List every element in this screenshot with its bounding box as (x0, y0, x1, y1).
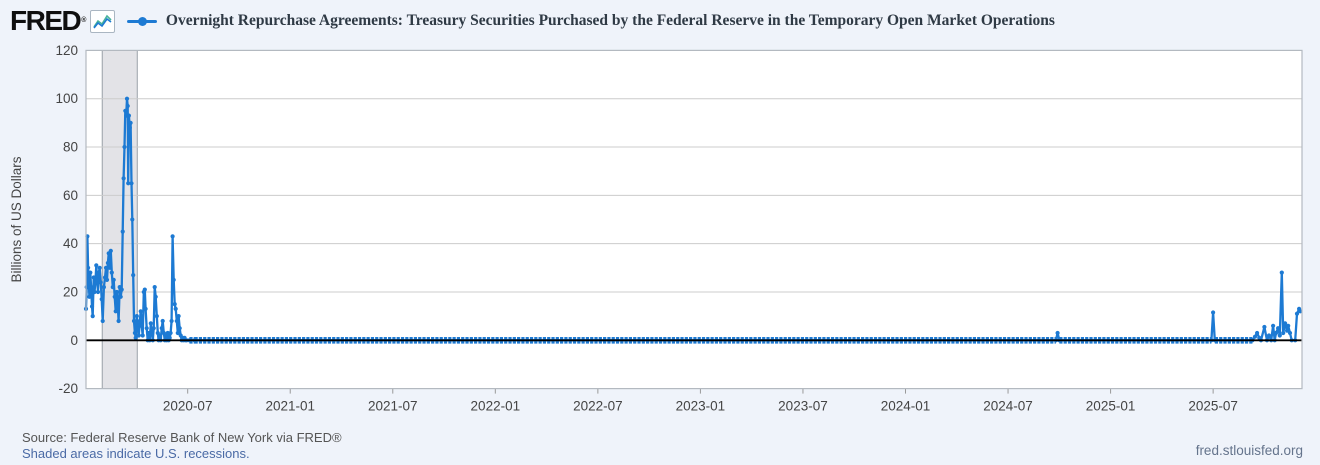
legend-dot-icon (137, 16, 147, 26)
chart-title: Overnight Repurchase Agreements: Treasur… (165, 12, 1055, 29)
series-legend-marker[interactable] (126, 16, 157, 26)
fred-logo-text: FRED (10, 5, 82, 36)
fred-logo: FRED® (10, 5, 86, 36)
svg-text:2020-07: 2020-07 (163, 399, 213, 414)
svg-text:40: 40 (63, 236, 78, 251)
svg-text:20: 20 (63, 284, 78, 299)
source-text: Source: Federal Reserve Bank of New York… (22, 430, 342, 445)
svg-text:100: 100 (55, 91, 78, 106)
svg-text:2025-01: 2025-01 (1086, 399, 1136, 414)
svg-text:2022-07: 2022-07 (573, 399, 623, 414)
svg-text:-20: -20 (58, 381, 78, 396)
svg-text:2023-01: 2023-01 (676, 399, 726, 414)
svg-text:2022-01: 2022-01 (471, 399, 521, 414)
svg-text:60: 60 (63, 188, 78, 203)
svg-text:2024-07: 2024-07 (983, 399, 1033, 414)
svg-text:80: 80 (63, 140, 78, 155)
svg-text:120: 120 (55, 43, 78, 58)
svg-text:Billions of US Dollars: Billions of US Dollars (9, 156, 24, 282)
svg-text:2024-01: 2024-01 (881, 399, 931, 414)
svg-text:2023-07: 2023-07 (778, 399, 828, 414)
fred-watermark-link[interactable]: fred.stlouisfed.org (1195, 443, 1303, 458)
recession-note-link[interactable]: Shaded areas indicate U.S. recessions. (22, 446, 250, 461)
svg-text:2021-07: 2021-07 (368, 399, 418, 414)
svg-text:0: 0 (70, 333, 78, 348)
svg-text:2025-07: 2025-07 (1188, 399, 1238, 414)
svg-text:2021-01: 2021-01 (265, 399, 315, 414)
fred-sparkline-icon (89, 9, 115, 33)
chart-header: FRED® Overnight Repurchase Agreements: T… (10, 5, 1055, 37)
registered-trademark-icon: ® (81, 17, 86, 24)
